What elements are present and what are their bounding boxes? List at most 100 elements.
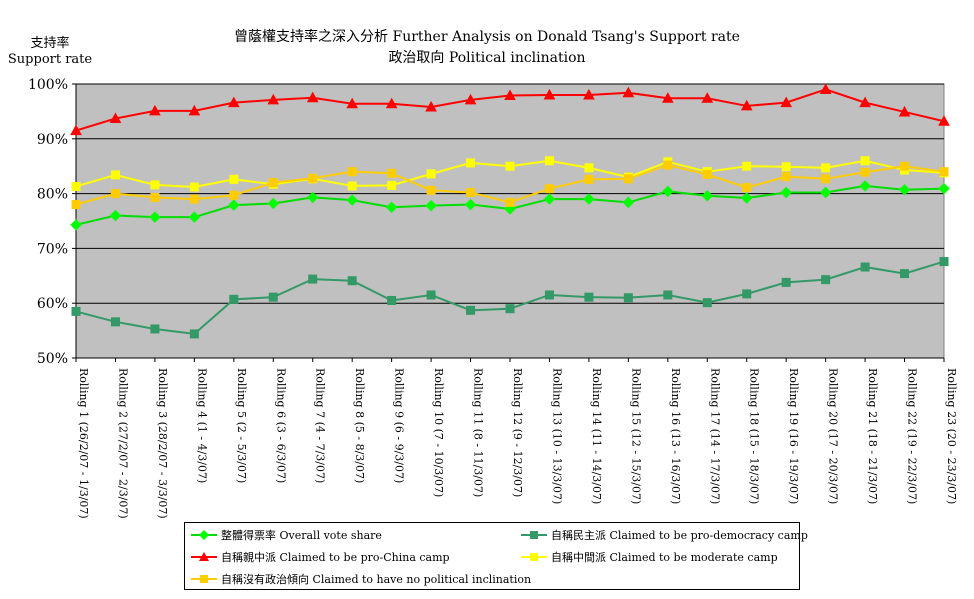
data-point: [544, 156, 554, 166]
x-tick-label: Rolling 2 (27/2/07 - 2/3/07): [116, 368, 129, 519]
y-tick-label: 100%: [28, 77, 68, 93]
data-point: [583, 88, 595, 100]
chart-title-line1: 曾蔭權支持率之深入分析 Further Analysis on Donald T…: [234, 29, 740, 45]
legend-swatch: [521, 553, 547, 561]
data-point: [821, 275, 831, 285]
x-tick-label: Rolling 10 (7 - 10/3/07): [432, 368, 445, 497]
data-point: [149, 211, 161, 223]
legend-item: 自稱親中派 Claimed to be pro-China camp: [191, 549, 450, 565]
data-point: [742, 183, 752, 193]
data-point: [544, 290, 554, 300]
data-point: [663, 160, 673, 170]
legend-label: 自稱中間派 Claimed to be moderate camp: [551, 551, 778, 564]
data-point: [267, 93, 280, 105]
data-point: [109, 209, 122, 222]
legend-swatch: [191, 575, 217, 583]
data-point: [110, 170, 120, 180]
data-point: [385, 201, 398, 214]
series-2: [71, 257, 949, 339]
data-point: [71, 200, 81, 210]
y-tick-label: 80%: [37, 187, 68, 203]
data-point: [228, 199, 240, 211]
x-tick-label: Rolling 19 (16 - 19/3/07): [787, 368, 800, 504]
data-point: [109, 112, 122, 124]
x-tick-label: Rolling 12 (9 - 12/3/07): [511, 368, 524, 497]
x-tick-label: Rolling 17 (14 - 17/3/07): [708, 368, 721, 504]
y-tick-label: 60%: [37, 296, 68, 312]
legend-label: 自稱沒有政治傾向 Claimed to have no political in…: [221, 573, 532, 586]
data-point: [387, 295, 397, 305]
plot-area: [75, 83, 945, 359]
data-point: [819, 83, 832, 94]
data-point: [505, 161, 515, 171]
data-point: [780, 96, 793, 108]
y-axis-label-cn: 支持率: [30, 36, 70, 51]
data-point: [347, 181, 357, 191]
data-point: [505, 197, 515, 207]
data-point: [859, 96, 871, 108]
data-point: [229, 174, 239, 184]
data-point: [742, 289, 752, 299]
data-point: [70, 219, 82, 231]
data-point: [425, 199, 437, 212]
chart-title-line2: 政治取向 Political inclination: [388, 50, 586, 66]
data-point: [308, 173, 318, 183]
data-point: [938, 182, 950, 195]
x-tick-label: Rolling 6 (3 - 6/3/07): [274, 368, 287, 483]
x-tick-label: Rolling 8 (5 - 8/3/07): [353, 368, 366, 483]
data-point: [622, 86, 635, 98]
x-tick-label: Rolling 23 (20 - 23/3/07): [945, 368, 958, 504]
data-point: [819, 186, 832, 199]
data-point: [306, 91, 319, 103]
data-point: [308, 274, 318, 284]
data-point: [821, 174, 831, 184]
x-tick-label: Rolling 18 (15 - 18/3/07): [748, 368, 761, 504]
data-point: [740, 99, 753, 111]
data-point: [425, 100, 437, 112]
data-point: [229, 294, 239, 304]
data-point: [307, 191, 319, 204]
y-tick-label: 70%: [37, 241, 68, 257]
legend-swatch: [191, 530, 217, 540]
data-point: [150, 192, 160, 202]
data-point: [939, 257, 949, 267]
data-point: [702, 298, 712, 308]
data-point: [464, 93, 477, 105]
x-tick-label: Rolling 4 (1 - 4/3/07): [195, 368, 208, 483]
data-point: [702, 169, 712, 179]
data-point: [859, 180, 871, 192]
data-point: [938, 115, 950, 126]
data-point: [346, 194, 358, 206]
x-tick-label: Rolling 15 (12 - 15/3/07): [629, 368, 642, 504]
legend-item: 自稱中間派 Claimed to be moderate camp: [521, 549, 778, 565]
legend-item: 整體得票率 Overall vote share: [191, 527, 382, 543]
data-point: [622, 196, 635, 209]
data-point: [623, 174, 633, 184]
legend-label: 自稱親中派 Claimed to be pro-China camp: [221, 551, 450, 564]
data-point: [544, 184, 554, 194]
data-point: [781, 277, 791, 287]
data-point: [663, 290, 673, 300]
series-3: [70, 83, 950, 136]
data-point: [741, 192, 753, 204]
data-point: [742, 161, 752, 171]
data-point: [188, 104, 201, 116]
data-point: [898, 184, 911, 196]
data-point: [939, 167, 949, 177]
data-point: [70, 124, 82, 136]
x-tick-label: Rolling 22 (19 - 22/3/07): [906, 368, 919, 504]
data-point: [781, 172, 791, 182]
data-point: [426, 185, 436, 195]
data-point: [110, 317, 120, 327]
x-tick-label: Rolling 9 (6 - 9/3/07): [393, 368, 406, 483]
data-point: [387, 180, 397, 190]
data-point: [188, 211, 201, 223]
y-tick-label: 50%: [37, 351, 68, 367]
data-point: [543, 88, 556, 100]
data-point: [584, 174, 594, 184]
data-point: [701, 190, 713, 202]
data-point: [387, 168, 397, 178]
data-point: [227, 96, 240, 108]
data-point: [623, 293, 633, 303]
data-point: [543, 193, 556, 205]
